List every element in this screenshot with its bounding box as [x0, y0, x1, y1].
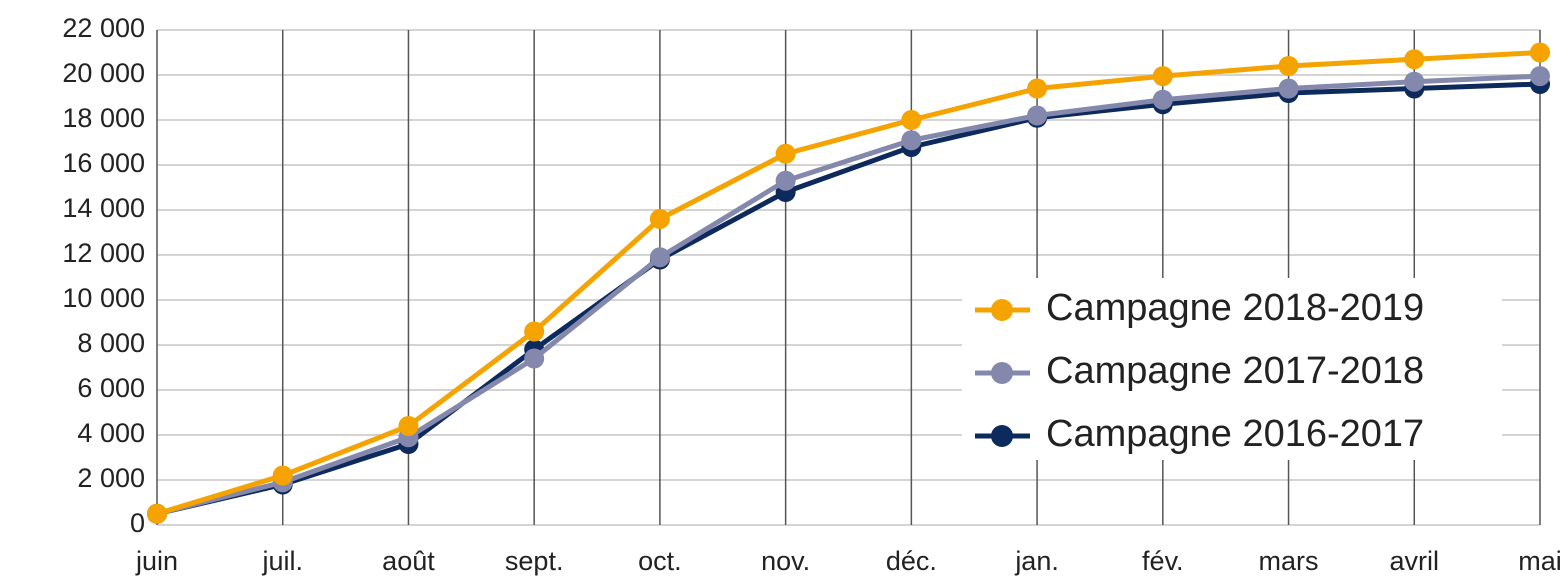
point [1530, 66, 1550, 87]
y-tick-label: 4 000 [77, 418, 145, 448]
point [901, 110, 922, 130]
x-tick-label: mai [1518, 546, 1562, 576]
y-tick-label: 6 000 [77, 373, 145, 403]
point [1404, 71, 1425, 92]
x-tick-label: avril [1390, 546, 1440, 576]
y-tick-label: 10 000 [62, 283, 145, 313]
legend-label: Campagne 2017-2018 [1046, 350, 1424, 392]
y-tick-label: 22 000 [62, 13, 145, 43]
y-tick-label: 2 000 [77, 463, 145, 493]
point [272, 465, 293, 486]
x-tick-label: août [382, 546, 435, 576]
legend-marker [991, 299, 1013, 321]
x-tick-label: nov. [761, 546, 810, 576]
point [1152, 89, 1173, 110]
legend-marker [991, 425, 1013, 447]
y-tick-label: 20 000 [62, 58, 145, 88]
point [649, 247, 670, 268]
point [524, 321, 545, 342]
y-tick-label: 16 000 [62, 148, 145, 178]
point [1278, 56, 1299, 76]
x-tick-label: fév. [1142, 546, 1184, 576]
y-tick-label: 8 000 [77, 328, 145, 358]
legend-label: Campagne 2018-2019 [1046, 287, 1424, 329]
point [1027, 78, 1048, 99]
point [901, 130, 922, 151]
x-tick-label: déc. [886, 546, 937, 576]
y-tick-label: 0 [130, 508, 145, 538]
series-line [156, 50, 1541, 517]
x-tick-label: sept. [505, 546, 564, 576]
x-tick-label: mars [1259, 546, 1319, 576]
x-tick-label: juin [135, 546, 178, 576]
point [1278, 78, 1299, 99]
x-tick-label: juil. [261, 546, 303, 576]
point [398, 416, 419, 436]
point [1152, 66, 1173, 87]
point [775, 170, 796, 191]
point [147, 503, 167, 524]
x-tick-label: oct. [638, 546, 682, 576]
point [775, 143, 796, 164]
legend-marker [991, 362, 1013, 384]
y-tick-label: 12 000 [62, 238, 145, 268]
y-tick-label: 14 000 [62, 193, 145, 223]
y-tick-label: 18 000 [62, 103, 145, 133]
point [649, 209, 670, 229]
point [1027, 105, 1048, 126]
legend-box [962, 278, 1502, 460]
series-line [156, 81, 1541, 517]
x-tick-label: jan. [1014, 546, 1059, 576]
series-line [156, 73, 1541, 517]
point [1530, 42, 1550, 63]
point [1404, 49, 1425, 70]
legend-label: Campagne 2016-2017 [1046, 413, 1424, 455]
point [524, 348, 545, 369]
